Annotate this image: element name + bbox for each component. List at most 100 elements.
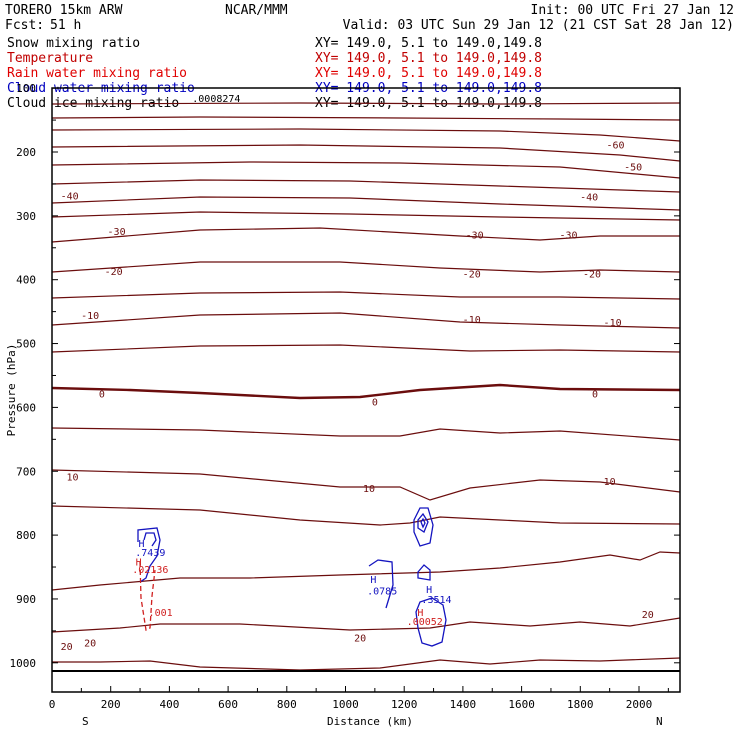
contour-label: 20	[84, 639, 96, 650]
legend-field-xy: XY= 149.0, 5.1 to 149.0,149.8	[315, 51, 542, 66]
contour-label: -50	[624, 162, 642, 173]
isotherm-line	[51, 427, 681, 441]
isotherm-line	[51, 196, 681, 211]
isotherm-line	[51, 116, 681, 121]
y-tick-label: 300	[16, 210, 36, 223]
y-tick-label: 400	[16, 274, 36, 287]
x-tick-label: 1600	[508, 698, 535, 711]
plot-frame	[51, 87, 681, 693]
isotherm-line	[51, 144, 681, 162]
cloud-water-contour	[415, 597, 447, 647]
extremum-label: H	[426, 585, 432, 596]
x-tick-label: 400	[159, 698, 179, 711]
cloud-water-contour	[417, 512, 429, 533]
contour-label: -10	[81, 311, 99, 322]
extremum-label: H	[417, 608, 423, 619]
isotherm-line	[51, 617, 681, 633]
contour-label: 20	[354, 634, 366, 645]
contour-label: -20	[105, 267, 123, 278]
contour-label: 0	[372, 397, 378, 408]
contour-label: 0	[592, 390, 598, 401]
x-tick-label: 1400	[450, 698, 477, 711]
temperature-contours	[51, 102, 681, 671]
isotherm-line	[51, 312, 681, 329]
extremum-label: .00052	[407, 617, 443, 628]
x-tick-label: 1200	[391, 698, 418, 711]
legend-field-name: Rain water mixing ratio	[7, 66, 187, 81]
x-tick-label: 1800	[567, 698, 594, 711]
contour-label: 20	[642, 610, 654, 621]
y-tick-label: 700	[16, 465, 36, 478]
north-end-label: N	[656, 715, 663, 728]
cloud-water-contour	[413, 507, 434, 547]
contour-label: -60	[606, 141, 624, 152]
extremum-label: H	[139, 539, 145, 550]
extremum-label: .0008274	[192, 94, 240, 105]
isotherm-line	[51, 344, 681, 353]
south-end-label: S	[82, 715, 89, 728]
valid-time: Valid: 03 UTC Sun 29 Jan 12 (21 CST Sat …	[343, 18, 734, 33]
extremum-label: .3514	[421, 595, 451, 606]
contour-label: -40	[61, 192, 79, 203]
contour-label: -20	[583, 270, 601, 281]
x-tick-label: 800	[277, 698, 297, 711]
x-axis-label: Distance (km)	[327, 715, 413, 728]
y-tick-label: 900	[16, 593, 36, 606]
x-tick-label: 200	[101, 698, 121, 711]
zero-degree-isotherm	[51, 383, 681, 400]
contour-label: -10	[604, 318, 622, 329]
contour-label: -30	[560, 231, 578, 242]
contour-label: -30	[108, 227, 126, 238]
isotherm-line	[51, 291, 681, 300]
extremum-label: .7439	[135, 548, 165, 559]
model-title: TORERO 15km ARW	[5, 3, 123, 18]
y-tick-label: 200	[16, 146, 36, 159]
cloud-water-contour	[137, 527, 161, 583]
y-tick-label: 500	[16, 338, 36, 351]
isotherm-line	[51, 128, 681, 142]
cloud-water-contour	[143, 532, 157, 547]
contour-label: 20	[61, 642, 73, 653]
extremum-label: .001	[149, 608, 173, 619]
isotherm-line	[51, 211, 681, 221]
legend-field-name: Snow mixing ratio	[7, 36, 140, 51]
isotherm-line	[51, 161, 681, 179]
init-time: Init: 00 UTC Fri 27 Jan 12	[531, 3, 735, 18]
contour-labels: -60-50 -40 -40 -30 -30 -30 -20 -20 -20 -10 -10 -10 0…	[61, 141, 654, 653]
source-label: NCAR/MMM	[225, 3, 288, 18]
hydrometeor-contours	[137, 507, 447, 647]
extremum-label: .02136	[132, 565, 168, 576]
contour-label: 10	[67, 473, 79, 484]
extremum-label: H	[136, 558, 142, 569]
contour-label: 10	[604, 477, 616, 488]
x-tick-label: 0	[49, 698, 56, 711]
cloud-water-contour	[420, 517, 426, 529]
cloud-water-contour	[368, 559, 394, 609]
isotherm-line	[51, 261, 681, 273]
contour-label: -10	[463, 315, 481, 326]
x-tick-label: 2000	[626, 698, 653, 711]
legend-field-xy: XY= 149.0, 5.1 to 149.0,149.8	[315, 36, 542, 51]
axis-ticks: 0 200 400 600 800 1000 1200 1400 1600 1800 2000100…	[10, 82, 680, 711]
legend-field-xy: XY= 149.0, 5.1 to 149.0,149.8	[315, 66, 542, 81]
contour-label: -20	[463, 270, 481, 281]
plot-area: 0 200 400 600 800 1000 1200 1400 1600 1800 2000100…	[10, 82, 681, 711]
contour-label: -40	[580, 192, 598, 203]
isotherm-line	[51, 469, 681, 501]
field-legend: Snow mixing ratio XY= 149.0, 5.1 to 149.0…	[7, 36, 542, 111]
isotherm-line	[52, 657, 681, 671]
y-axis-label: Pressure (hPa)	[5, 344, 18, 437]
x-tick-label: 600	[218, 698, 238, 711]
fcst-value: 51 h	[50, 18, 81, 33]
contour-label: 10	[363, 484, 375, 495]
contour-label: 0	[99, 390, 105, 401]
contour-label: -30	[466, 231, 484, 242]
y-tick-label: 1000	[10, 657, 37, 670]
x-tick-label: 1000	[332, 698, 359, 711]
isotherm-line	[51, 505, 681, 526]
y-tick-label: 600	[16, 401, 36, 414]
extremum-label: H	[370, 575, 376, 586]
y-tick-label: 800	[16, 529, 36, 542]
